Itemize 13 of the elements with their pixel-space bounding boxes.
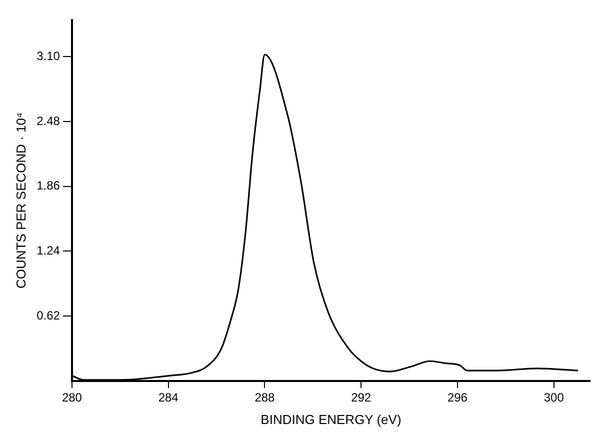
x-axis-title: BINDING ENERGY (eV) [260, 412, 402, 427]
x-tick-label: 300 [544, 390, 564, 405]
x-tick-label: 288 [254, 390, 276, 405]
x-tick-label: 296 [447, 390, 468, 405]
y-tick-label: 1.24 [36, 244, 60, 258]
y-tick-label: 3.10 [36, 48, 60, 63]
y-tick-label: 2.48 [36, 114, 60, 128]
y-tick-label: 0.62 [36, 308, 60, 322]
x-tick-label: 280 [62, 390, 82, 405]
y-axis-title: COUNTS PER SECOND · 10⁴ [13, 112, 28, 289]
y-tick-label: 1.86 [36, 178, 60, 193]
x-tick-label: 284 [158, 390, 179, 405]
x-tick-label: 292 [351, 390, 372, 405]
